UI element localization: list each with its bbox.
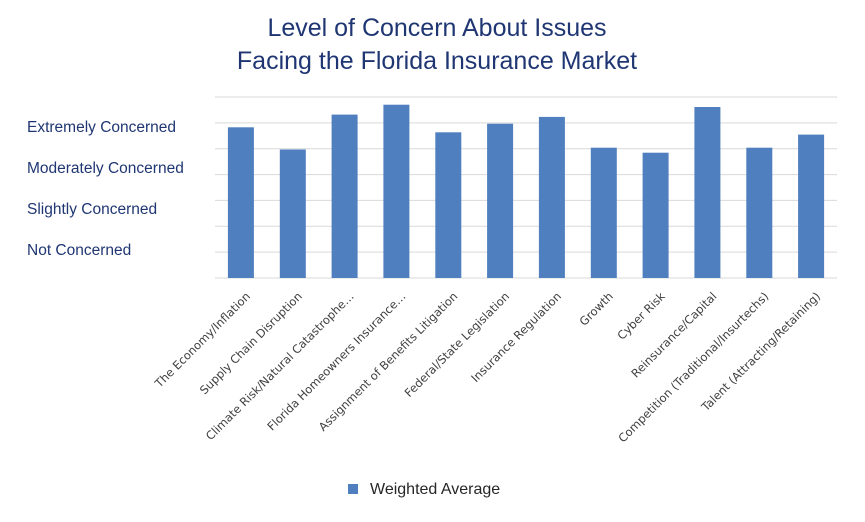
- bar: [590, 147, 617, 278]
- y-label-extremely-concerned: Extremely Concerned: [27, 119, 176, 136]
- bar: [538, 116, 565, 279]
- bar: [746, 147, 773, 278]
- gridlines: [215, 96, 837, 279]
- bar: [642, 152, 669, 278]
- y-label-not-concerned: Not Concerned: [27, 242, 131, 259]
- bars: [227, 104, 825, 279]
- x-tick-label: Federal/State Legislation: [402, 289, 513, 400]
- bar: [279, 149, 306, 278]
- y-label-moderately-concerned: Moderately Concerned: [27, 160, 184, 177]
- bar: [798, 134, 825, 278]
- chart-title-line-1: Level of Concern About Issues: [267, 14, 606, 42]
- legend-label: Weighted Average: [370, 481, 500, 498]
- chart-title-line-2: Facing the Florida Insurance Market: [237, 47, 637, 75]
- bar: [383, 104, 410, 278]
- x-tick-label: Supply Chain Disruption: [197, 289, 305, 397]
- y-label-slightly-concerned: Slightly Concerned: [27, 201, 157, 218]
- x-tick-label: The Economy/Inflation: [151, 289, 253, 391]
- bar: [487, 123, 514, 278]
- x-tick-label: Cyber Risk: [614, 289, 668, 343]
- legend-swatch: [348, 484, 358, 494]
- x-tick-label: Growth: [577, 289, 616, 328]
- bar: [331, 114, 358, 278]
- bar: [227, 127, 254, 278]
- x-tick-label: Insurance Regulation: [468, 289, 564, 385]
- bar: [694, 107, 721, 278]
- x-tick-label: Reinsurance/Capital: [628, 289, 719, 380]
- bar: [435, 132, 462, 278]
